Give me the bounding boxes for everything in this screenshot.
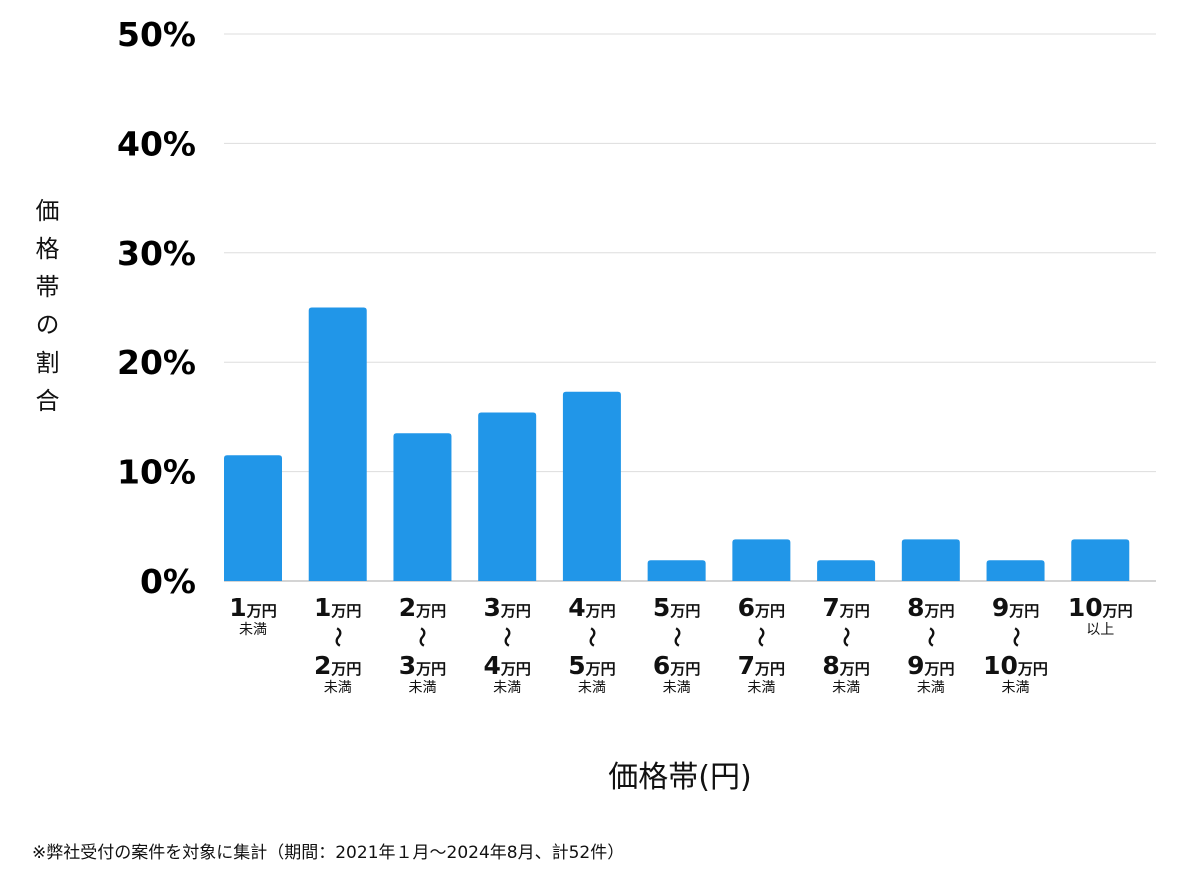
bar [901, 539, 960, 581]
range-tilde: 〜 [325, 627, 350, 647]
range-tilde: 〜 [834, 627, 859, 647]
unit: 万円 [500, 602, 531, 620]
unit: 万円 [839, 602, 870, 620]
unit: 万円 [924, 660, 955, 678]
bar [224, 455, 282, 581]
y-tick-label: 10% [117, 453, 196, 492]
from-value: 4 [568, 593, 586, 622]
unit: 万円 [416, 602, 447, 620]
range-tilde: 〜 [495, 627, 520, 647]
from-value: 1 [229, 593, 247, 622]
from-value: 1 [314, 593, 332, 622]
bar [478, 412, 537, 581]
y-tick-label: 30% [117, 234, 196, 273]
unit: 万円 [585, 602, 616, 620]
unit: 万円 [1009, 602, 1040, 620]
suffix: 未満 [323, 680, 352, 696]
unit: 万円 [755, 602, 786, 620]
suffix: 未満 [493, 680, 522, 696]
range-tilde: 〜 [749, 627, 774, 647]
y-tick-label: 50% [117, 15, 196, 54]
range-tilde: 〜 [664, 627, 689, 647]
unit: 万円 [416, 660, 447, 678]
from-value: 2 [398, 593, 417, 622]
x-tick-label: 4万円〜 5万円 未満 [550, 593, 634, 696]
from-value: 6 [737, 593, 756, 622]
unit: 万円 [755, 660, 786, 678]
y-tick-label: 0% [140, 562, 196, 601]
x-tick-label: 2万円〜 3万円 未満 [380, 593, 464, 696]
suffix: 未満 [747, 680, 776, 696]
x-tick-label: 8万円〜 9万円 未満 [889, 593, 973, 696]
unit: 万円 [246, 602, 277, 620]
bar [393, 433, 452, 581]
unit: 万円 [331, 660, 362, 678]
range-tilde: 〜 [1003, 627, 1028, 647]
bar [1071, 539, 1130, 581]
from-value: 5 [652, 593, 671, 622]
bar [562, 391, 621, 581]
x-tick-label: 1万円未満 [211, 593, 295, 638]
y-tick-label: 20% [117, 343, 196, 382]
unit: 万円 [331, 602, 362, 620]
unit: 万円 [670, 602, 701, 620]
x-tick-label: 7万円〜 8万円 未満 [804, 593, 888, 696]
unit: 万円 [585, 660, 616, 678]
from-value: 10 [1067, 593, 1103, 622]
unit: 万円 [1102, 602, 1133, 620]
suffix: 未満 [916, 680, 945, 696]
range-tilde: 〜 [410, 627, 435, 647]
from-value: 7 [822, 593, 840, 622]
to-value: 4 [483, 651, 501, 680]
to-value: 3 [398, 651, 417, 680]
suffix: 未満 [662, 680, 691, 696]
suffix: 未満 [1001, 680, 1030, 696]
from-value: 9 [991, 593, 1010, 622]
y-tick-label: 40% [117, 124, 196, 163]
unit: 万円 [670, 660, 701, 678]
bar [647, 560, 706, 581]
to-value: 9 [907, 651, 925, 680]
to-value: 7 [737, 651, 756, 680]
bar [308, 307, 367, 581]
suffix: 以上 [1086, 622, 1115, 638]
unit: 万円 [1017, 660, 1048, 678]
to-value: 8 [822, 651, 840, 680]
footnote: ※弊社受付の案件を対象に集計（期間：2021年１月〜2024年8月、計52件） [32, 843, 625, 863]
bar [817, 560, 876, 581]
from-value: 3 [483, 593, 501, 622]
to-value: 6 [652, 651, 671, 680]
x-tick-label: 3万円〜 4万円 未満 [465, 593, 549, 696]
from-value: 8 [907, 593, 925, 622]
suffix: 未満 [408, 680, 437, 696]
unit: 万円 [839, 660, 870, 678]
x-tick-label: 6万円〜 7万円 未満 [719, 593, 803, 696]
suffix: 未満 [577, 680, 606, 696]
to-value: 10 [983, 651, 1018, 680]
x-tick-label: 9万円〜 10万円 未満 [974, 593, 1058, 696]
x-tick-label: 1万円〜 2万円 未満 [296, 593, 380, 696]
y-axis-label: 価格帯の割合 [31, 198, 59, 426]
range-tilde: 〜 [579, 627, 604, 647]
unit: 万円 [924, 602, 955, 620]
suffix: 未満 [832, 680, 861, 696]
x-tick-label: 5万円〜 6万円 未満 [635, 593, 719, 696]
range-tilde: 〜 [918, 627, 943, 647]
suffix: 未満 [239, 622, 267, 638]
bar [732, 539, 791, 581]
bar [986, 560, 1045, 581]
to-value: 2 [314, 651, 332, 680]
x-axis-label: 価格帯(円) [608, 760, 752, 795]
to-value: 5 [568, 651, 586, 680]
unit: 万円 [500, 660, 531, 678]
x-tick-label: 10万円以上 [1058, 593, 1142, 638]
